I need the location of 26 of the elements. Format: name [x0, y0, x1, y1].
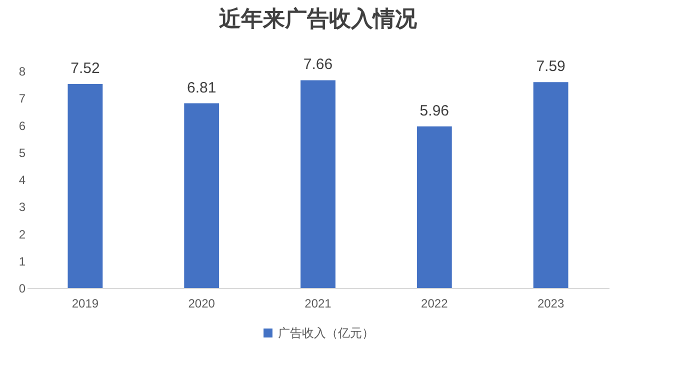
- legend-label: 广告收入（亿元）: [278, 326, 374, 340]
- y-tick-label: 2: [18, 227, 26, 242]
- data-label: 7.59: [536, 58, 566, 76]
- y-tick-label: 1: [18, 254, 26, 268]
- data-label: 5.96: [420, 102, 449, 120]
- y-tick-label: 5: [18, 146, 26, 160]
- y-tick-label: 6: [18, 118, 26, 133]
- x-tick-label: 2020: [188, 296, 216, 310]
- y-tick-label: 0: [18, 282, 26, 296]
- chart-title: 近年来广告收入情况: [218, 6, 418, 32]
- bar: [533, 82, 568, 288]
- x-tick-label: 2023: [537, 296, 564, 310]
- bar: [416, 126, 452, 288]
- y-tick-label: 3: [18, 200, 26, 214]
- y-tick-label: 7: [18, 92, 26, 106]
- y-tick-label: 8: [18, 64, 26, 78]
- y-tick-label: 4: [18, 173, 26, 187]
- x-tick-label: 2022: [421, 296, 448, 310]
- data-label: 6.81: [187, 79, 216, 96]
- bar: [68, 84, 103, 288]
- bar: [184, 103, 220, 288]
- bar: [300, 80, 336, 288]
- x-tick-label: 2021: [304, 296, 332, 310]
- data-label: 7.52: [70, 60, 100, 78]
- data-label: 7.66: [303, 56, 333, 74]
- x-tick-label: 2019: [72, 296, 99, 310]
